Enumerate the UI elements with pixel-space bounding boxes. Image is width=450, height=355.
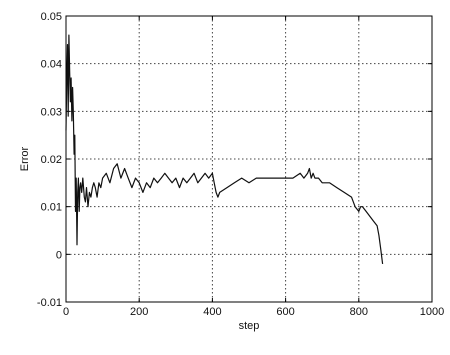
series-layer [65,34,384,264]
plot-frame [65,15,433,303]
y-tick-label: -0.01 [37,297,62,309]
x-tick-label: 0 [63,306,69,318]
y-axis-label: Error [19,146,31,171]
x-tick-labels: 0 200 400 600 800 1000 [63,306,444,318]
x-tick-label: 1000 [420,306,444,318]
x-tick-label: 600 [276,306,294,318]
axis-ticks [65,15,433,303]
y-tick-label: 0.02 [41,154,62,166]
series-line [65,34,384,264]
x-axis-label: step [239,320,260,332]
y-tick-label: 0.01 [41,202,62,214]
y-tick-label: 0.03 [41,106,62,118]
y-tick-labels: -0.01 0 0.01 0.02 0.03 0.04 0.05 [37,11,62,309]
x-tick-label: 800 [350,306,368,318]
y-tick-label: 0.05 [41,11,62,23]
y-tick-label: 0 [56,249,62,261]
x-tick-label: 200 [130,306,148,318]
x-tick-label: 400 [203,306,221,318]
y-tick-label: 0.04 [41,59,62,71]
grid-lines [66,16,432,302]
